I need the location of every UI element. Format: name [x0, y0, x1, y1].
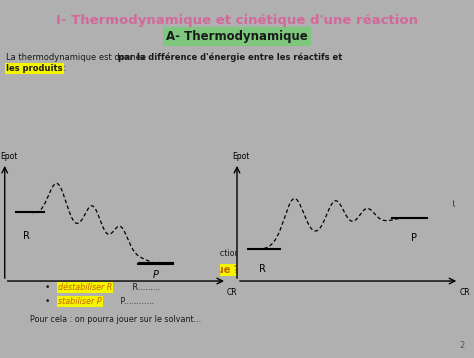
Text: Epot: Epot	[0, 152, 18, 161]
Text: R plus stables que P: R plus stables que P	[245, 200, 326, 209]
Text: A- Thermodynamique: A- Thermodynamique	[166, 30, 308, 43]
Text: La thermodynamique est donnée: La thermodynamique est donnée	[6, 52, 149, 62]
Text: •: •	[45, 283, 50, 292]
Text: ⇒ réaction favorisée: ⇒ réaction favorisée	[18, 213, 100, 222]
Text: P: P	[153, 270, 159, 280]
Text: CR: CR	[227, 288, 237, 297]
Text: thermodynamiquement: thermodynamiquement	[10, 226, 106, 235]
Text: R.........: R.........	[130, 283, 160, 292]
Text: Rmq: Ceci est indépendant du chemin réactionnel: Rmq: Ceci est indépendant du chemin réac…	[50, 248, 252, 257]
Text: CR: CR	[459, 288, 470, 297]
Text: 2: 2	[460, 341, 465, 350]
Text: Epot: Epot	[233, 152, 250, 161]
Text: Comment favoriser la thermodynamique ?: Comment favoriser la thermodynamique ?	[8, 265, 239, 275]
Text: P plus stables que R: P plus stables que R	[10, 200, 91, 209]
Text: thermodynamiquement: thermodynamiquement	[245, 226, 341, 235]
Text: les produits: les produits	[6, 64, 63, 73]
Text: P: P	[411, 233, 417, 243]
Text: R: R	[23, 231, 30, 241]
Text: par la différence d'énergie entre les réactifs et: par la différence d'énergie entre les ré…	[118, 52, 342, 62]
Text: I- Thermodynamique et cinétique d'une réaction: I- Thermodynamique et cinétique d'une ré…	[56, 14, 418, 27]
Text: •: •	[45, 297, 50, 306]
Text: :: :	[61, 64, 66, 73]
Text: ⇒ réaction défavorisée: ⇒ réaction défavorisée	[253, 213, 346, 222]
Text: stabiliser P: stabiliser P	[58, 297, 101, 306]
Text: CR: CR	[190, 200, 201, 209]
Text: déstabiliser R: déstabiliser R	[58, 283, 112, 292]
Text: P............: P............	[118, 297, 154, 306]
Text: CR: CR	[445, 200, 456, 209]
Text: Pour cela : on pourra jouer sur le solvant...: Pour cela : on pourra jouer sur le solva…	[30, 315, 201, 324]
Text: R: R	[259, 264, 266, 274]
